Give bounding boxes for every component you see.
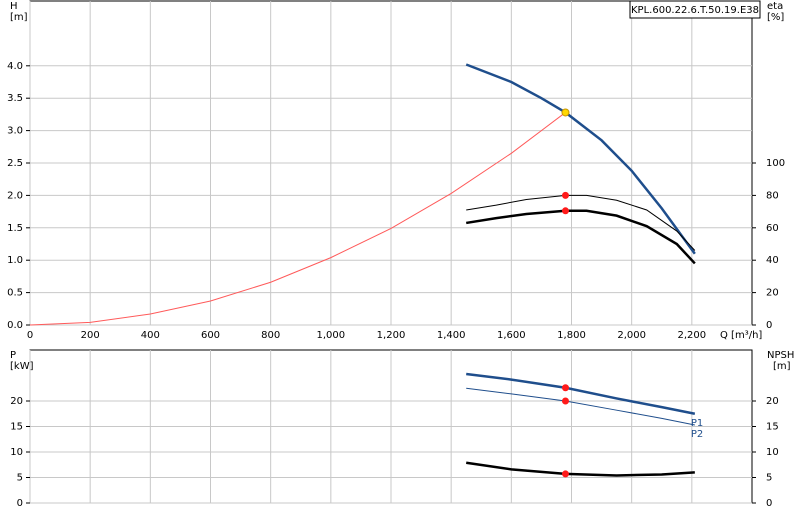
model-box (629, 0, 761, 19)
y2-tick-label: 60 (766, 223, 779, 234)
operating-point (561, 108, 570, 117)
y-tick-label: 10 (10, 447, 23, 458)
operating-point (561, 207, 569, 215)
y-tick-label: 15 (10, 422, 23, 433)
curve (466, 209, 696, 265)
y-axis-unit: [m] (10, 12, 28, 23)
y-tick-label: 5 (17, 473, 23, 484)
series-label: P2 (691, 429, 703, 440)
x-tick-label: 800 (261, 330, 280, 341)
curve (29, 112, 566, 326)
y2-tick-label: 0 (766, 498, 772, 509)
y2-tick-label: 5 (766, 473, 772, 484)
y2-tick-label: 15 (766, 422, 779, 433)
operating-point (561, 397, 569, 405)
y-tick-label: 0.0 (7, 320, 23, 331)
operating-point (561, 384, 569, 392)
y-tick-label: 2.5 (7, 158, 23, 169)
x-tick-label: 1,200 (377, 330, 406, 341)
y-tick-label: 1.5 (7, 223, 23, 234)
y-tick-label: 0.5 (7, 288, 23, 299)
y-tick-label: 3.0 (7, 126, 23, 137)
curve (466, 372, 696, 415)
x-tick-label: 400 (141, 330, 160, 341)
x-tick-label: 2,200 (678, 330, 707, 341)
y2-tick-label: 10 (766, 447, 779, 458)
x-tick-label: 1,800 (557, 330, 586, 341)
y-tick-label: 3.5 (7, 93, 23, 104)
x-tick-label: 1,000 (317, 330, 346, 341)
curve (465, 63, 696, 255)
x-tick-label: 200 (81, 330, 100, 341)
x-tick-label: 1,600 (497, 330, 526, 341)
y-tick-label: 2.0 (7, 190, 23, 201)
y-axis-label: H (10, 1, 18, 12)
y2-tick-label: 20 (766, 288, 779, 299)
curve (466, 387, 695, 426)
y2-tick-label: 20 (766, 396, 779, 407)
model-label: KPL.600.22.6.T.50.19.E38 (631, 5, 759, 16)
x-axis-label: Q [m³/h] (720, 330, 762, 341)
y-tick-label: 1.0 (7, 255, 23, 266)
y2-tick-label: 0 (766, 320, 772, 331)
y-tick-label: 4.0 (7, 61, 23, 72)
y2-tick-label: 100 (766, 158, 785, 169)
x-tick-label: 0 (27, 330, 33, 341)
operating-point (561, 191, 569, 199)
y2-tick-label: 80 (766, 190, 779, 201)
curve (466, 461, 695, 477)
y2-axis-unit: [%] (767, 12, 784, 23)
y-tick-label: 0 (17, 498, 23, 509)
y2-tick-label: 40 (766, 255, 779, 266)
y-tick-label: 20 (10, 396, 23, 407)
x-tick-label: 1,400 (437, 330, 466, 341)
y2-axis-label: NPSH (767, 350, 794, 361)
y-axis-label: P (10, 350, 16, 361)
x-tick-label: 2,000 (617, 330, 646, 341)
x-tick-label: 600 (201, 330, 220, 341)
series-label: P1 (691, 418, 703, 429)
operating-point (561, 470, 569, 478)
y2-axis-label: eta (767, 1, 783, 12)
y-axis-unit: [kW] (10, 361, 34, 372)
y2-axis-unit: [m] (773, 361, 791, 372)
curve (466, 194, 696, 251)
